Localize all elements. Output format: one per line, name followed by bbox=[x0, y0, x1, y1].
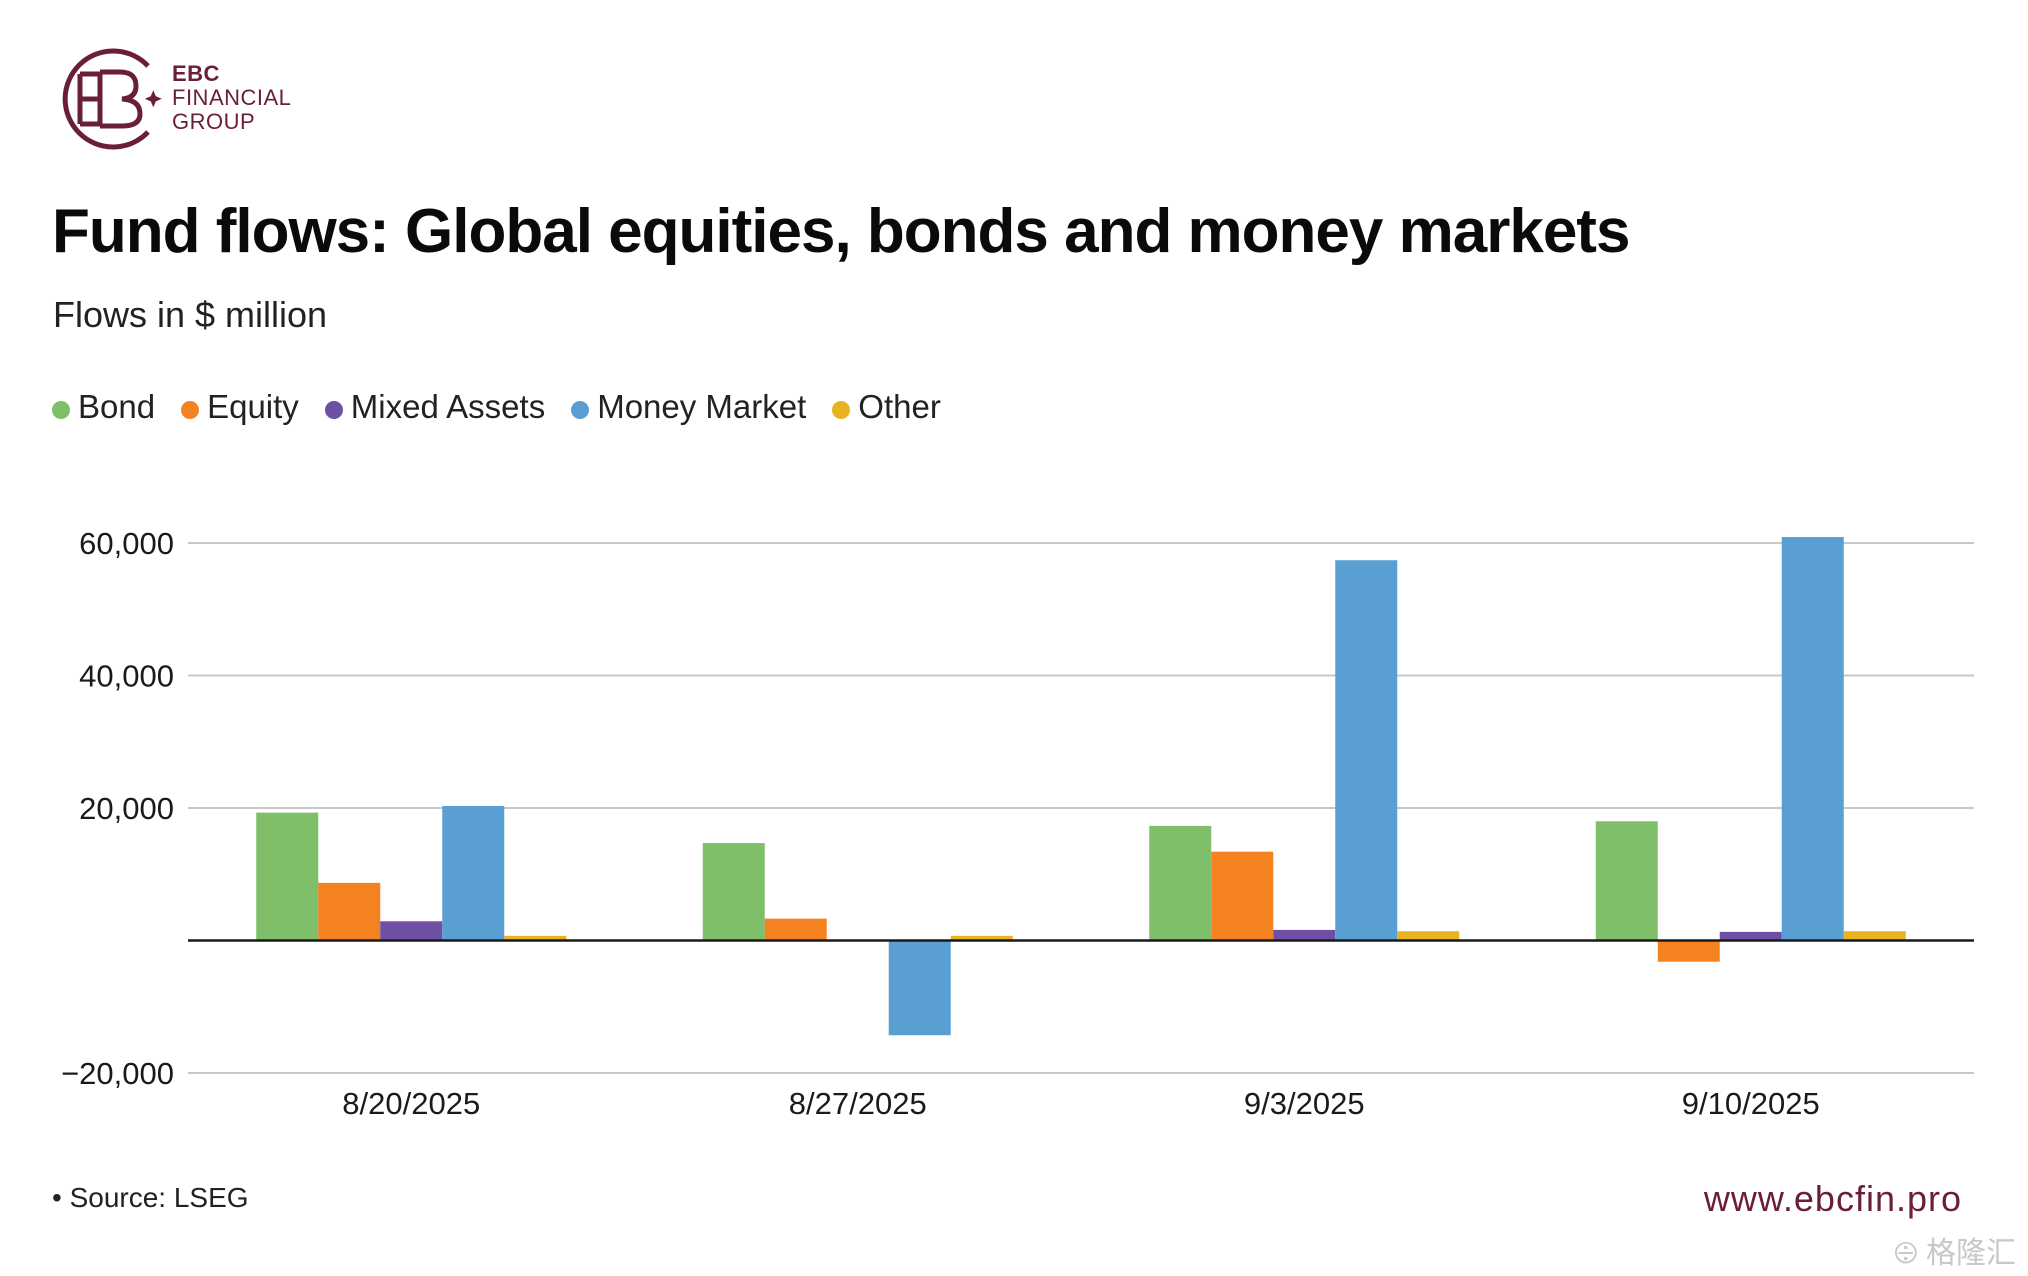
legend-item-bond: Bond bbox=[52, 388, 155, 426]
legend-label-money-market: Money Market bbox=[597, 388, 807, 425]
legend-dot-money-market bbox=[571, 401, 590, 419]
chart-subtitle: Flows in $ million bbox=[53, 294, 328, 335]
source-note: • Source: LSEG bbox=[52, 1182, 249, 1213]
legend-dot-mixed-assets bbox=[324, 401, 343, 419]
bar-mixed-assets bbox=[380, 921, 443, 941]
brand-logo: EBC FINANCIAL GROUP bbox=[50, 44, 310, 154]
bar-mixed-assets bbox=[1273, 929, 1336, 941]
bar-other bbox=[950, 935, 1013, 941]
bar-money-market bbox=[1335, 560, 1398, 941]
bar-equity bbox=[1657, 940, 1720, 962]
x-tick-label: 8/27/2025 bbox=[789, 1086, 927, 1121]
legend-label-bond: Bond bbox=[78, 388, 156, 425]
y-tick-label: 60,000 bbox=[79, 526, 174, 561]
bar-equity bbox=[764, 918, 827, 941]
watermark: ⨸ 格隆汇 bbox=[1893, 1237, 2016, 1270]
brand-line-2: FINANCIAL bbox=[172, 85, 292, 110]
brand-line-1: EBC bbox=[172, 61, 220, 86]
y-tick-label: 20,000 bbox=[79, 791, 174, 826]
x-tick-label: 9/10/2025 bbox=[1682, 1086, 1820, 1121]
chart-title: Fund flows: Global equities, bonds and m… bbox=[52, 197, 1630, 266]
website-link[interactable]: www.ebcfin.pro bbox=[1703, 1178, 1962, 1219]
bar-bond bbox=[1595, 821, 1658, 941]
bar-other bbox=[1397, 931, 1460, 941]
bar-money-market bbox=[888, 940, 951, 1036]
x-tick-label: 9/3/2025 bbox=[1244, 1086, 1365, 1121]
bar-equity bbox=[1211, 851, 1274, 941]
legend-item-mixed-assets: Mixed Assets bbox=[324, 388, 546, 426]
legend-item-equity: Equity bbox=[181, 388, 299, 426]
legend-dot-equity bbox=[181, 401, 200, 419]
legend-item-money-market: Money Market bbox=[571, 388, 806, 426]
legend-dot-bond bbox=[52, 401, 70, 419]
chart-legend: Bond Equity Mixed Assets Money Market Ot… bbox=[52, 388, 967, 426]
legend-dot-other bbox=[832, 401, 851, 419]
ebc-logo-icon bbox=[62, 48, 162, 150]
bar-bond bbox=[256, 812, 319, 941]
bar-money-market bbox=[442, 806, 505, 941]
bar-bond bbox=[1149, 825, 1212, 941]
legend-item-other: Other bbox=[832, 388, 941, 426]
legend-label-other: Other bbox=[858, 388, 941, 425]
bar-equity bbox=[318, 882, 381, 941]
y-tick-label: 40,000 bbox=[79, 659, 174, 694]
x-tick-label: 8/20/2025 bbox=[342, 1086, 480, 1121]
brand-line-3: GROUP bbox=[172, 109, 256, 134]
bar-bond bbox=[702, 843, 765, 941]
legend-label-mixed-assets: Mixed Assets bbox=[350, 388, 546, 425]
bar-other bbox=[504, 935, 567, 941]
bar-money-market bbox=[1781, 537, 1844, 941]
brand-name: EBC FINANCIAL GROUP bbox=[172, 62, 291, 134]
y-tick-label: −20,000 bbox=[61, 1056, 174, 1091]
bar-mixed-assets bbox=[1719, 931, 1782, 941]
bar-other bbox=[1843, 931, 1906, 941]
legend-label-equity: Equity bbox=[207, 388, 299, 425]
